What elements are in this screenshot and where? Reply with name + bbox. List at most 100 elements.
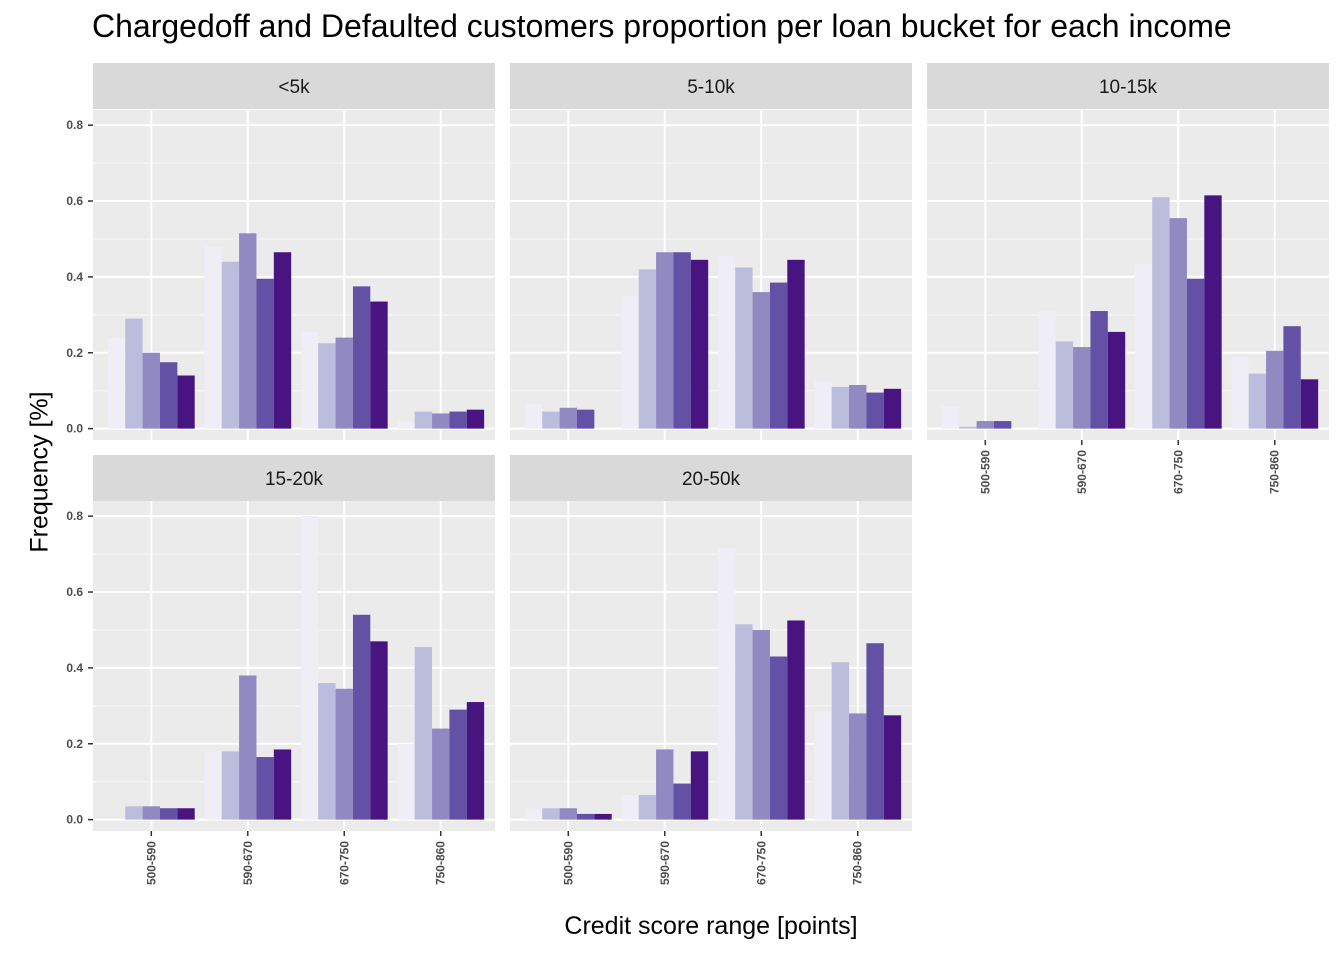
bar bbox=[432, 413, 450, 429]
bar bbox=[769, 282, 788, 429]
bar bbox=[849, 385, 867, 429]
bar bbox=[449, 411, 467, 429]
bar bbox=[1266, 350, 1284, 429]
bar bbox=[638, 269, 657, 429]
bar bbox=[1231, 356, 1249, 429]
bar bbox=[959, 426, 977, 429]
bar bbox=[559, 808, 577, 820]
bar bbox=[204, 751, 222, 820]
bar bbox=[638, 794, 657, 820]
bar bbox=[993, 421, 1012, 429]
bar bbox=[866, 643, 884, 820]
facet-strip bbox=[510, 63, 912, 109]
bar bbox=[1283, 326, 1301, 429]
bar bbox=[432, 728, 450, 820]
panel-5: 20-50k 500-590 590-670 670-750 750-860 bbox=[510, 455, 912, 885]
bar bbox=[1204, 195, 1222, 429]
bar bbox=[524, 808, 543, 820]
y-tick-label: 0.0 bbox=[66, 813, 83, 827]
facet-strip-label: 5-10k bbox=[687, 77, 735, 98]
bar bbox=[883, 715, 902, 820]
bar bbox=[318, 683, 336, 820]
x-tick-label: 670-750 bbox=[1171, 450, 1185, 494]
x-tick-label: 750-860 bbox=[851, 841, 865, 885]
bar bbox=[335, 688, 353, 820]
bar bbox=[318, 343, 336, 429]
bar bbox=[576, 409, 595, 429]
bar bbox=[941, 405, 960, 429]
bar bbox=[125, 318, 143, 429]
y-tick-label: 0.4 bbox=[66, 661, 83, 675]
bar bbox=[690, 259, 709, 429]
panel-3: 10-15k 500-590 590-670 670-750 750-860 bbox=[927, 63, 1329, 494]
facet-strip bbox=[510, 455, 912, 501]
bar bbox=[621, 794, 639, 820]
y-tick-label: 0.6 bbox=[66, 194, 83, 208]
bar bbox=[177, 808, 195, 820]
bar bbox=[735, 267, 753, 429]
bar bbox=[414, 647, 433, 820]
bar bbox=[221, 751, 240, 820]
bar bbox=[352, 286, 371, 429]
bar bbox=[273, 252, 292, 429]
y-tick-label: 0.6 bbox=[66, 585, 83, 599]
x-tick-label: 670-750 bbox=[754, 841, 768, 885]
bar bbox=[976, 421, 994, 429]
x-tick-label: 500-590 bbox=[561, 841, 575, 885]
bar bbox=[204, 246, 222, 429]
panel-background bbox=[510, 110, 912, 440]
bar bbox=[1038, 311, 1056, 429]
bar bbox=[1152, 197, 1170, 429]
bar bbox=[656, 749, 674, 820]
bar bbox=[256, 757, 274, 820]
x-tick-label: 500-590 bbox=[978, 450, 992, 494]
facet-strip-label: 15-20k bbox=[265, 469, 324, 490]
x-tick-label: 750-860 bbox=[434, 841, 448, 885]
panel-4: 15-20k 0.0 0.2 0.4 0.6 0.8 500-590 590-670 670-7… bbox=[66, 455, 495, 885]
bar bbox=[449, 709, 467, 820]
bar bbox=[524, 403, 543, 429]
x-axis-label: Credit score range [points] bbox=[564, 912, 858, 940]
bar bbox=[335, 337, 353, 429]
facet-strip-label: 20-50k bbox=[682, 469, 741, 490]
bar bbox=[466, 409, 485, 429]
bar bbox=[1300, 379, 1319, 429]
y-tick-label: 0.8 bbox=[66, 509, 83, 523]
bar bbox=[594, 813, 612, 820]
bar bbox=[883, 388, 902, 429]
bar bbox=[1134, 263, 1153, 429]
bar bbox=[256, 278, 274, 429]
bar bbox=[125, 806, 143, 820]
bar bbox=[239, 233, 257, 429]
x-tick-label: 670-750 bbox=[337, 841, 351, 885]
bar bbox=[787, 620, 805, 820]
bar bbox=[542, 411, 560, 429]
bar bbox=[814, 711, 832, 820]
bar bbox=[397, 421, 415, 429]
x-tick-label: 500-590 bbox=[144, 841, 158, 885]
bar bbox=[576, 813, 595, 820]
bar bbox=[717, 256, 736, 429]
facet-strip-label: 10-15k bbox=[1099, 77, 1158, 98]
bar bbox=[300, 516, 319, 820]
y-tick-label: 0.8 bbox=[66, 118, 83, 132]
bar bbox=[735, 624, 753, 820]
bar bbox=[559, 407, 577, 429]
bar bbox=[370, 301, 388, 429]
bar bbox=[414, 411, 433, 429]
bar bbox=[831, 662, 850, 820]
x-tick-label: 590-670 bbox=[241, 841, 255, 885]
x-tick-label: 750-860 bbox=[1268, 450, 1282, 494]
bar bbox=[787, 259, 805, 429]
bar bbox=[621, 295, 639, 429]
bar bbox=[1107, 331, 1126, 429]
bar bbox=[159, 362, 178, 429]
bar bbox=[466, 702, 485, 820]
bar bbox=[1090, 311, 1108, 429]
bar bbox=[1248, 373, 1267, 429]
panel-2: 5-10k bbox=[510, 63, 912, 440]
bar bbox=[300, 331, 319, 429]
bar bbox=[221, 261, 240, 429]
